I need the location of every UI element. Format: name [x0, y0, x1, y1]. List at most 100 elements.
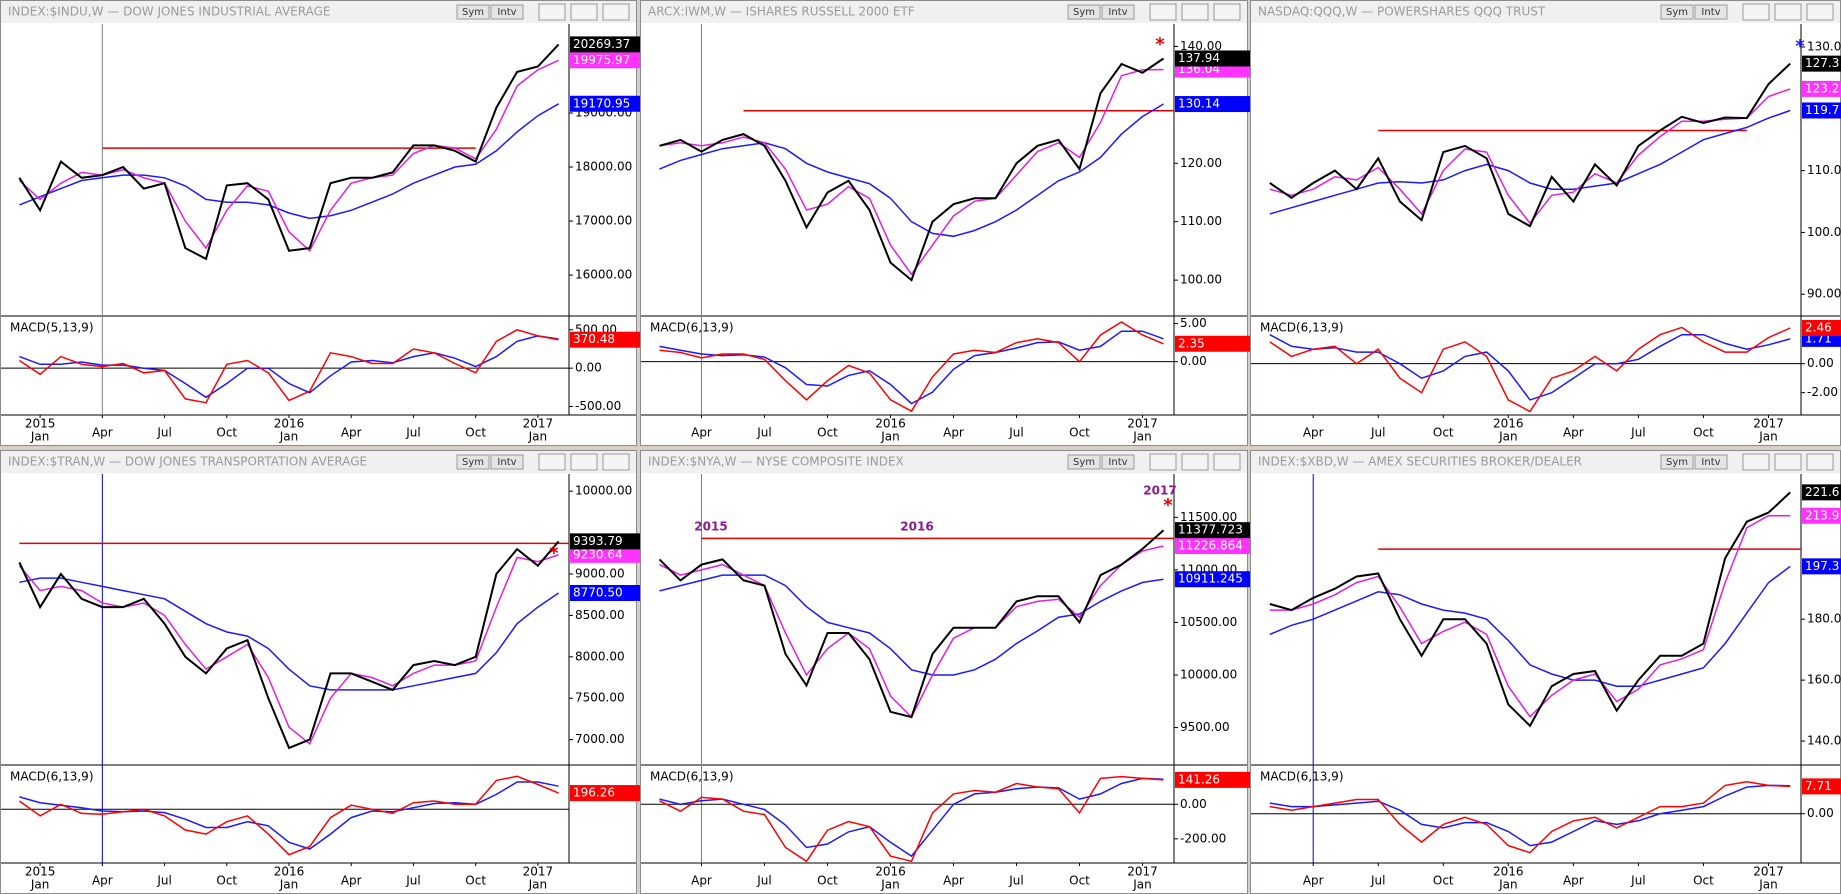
window-min-button[interactable] [538, 3, 566, 21]
y-tick-label: 0.00 [1807, 806, 1834, 820]
last-value-box [570, 546, 648, 563]
y-tick-label: 140.00 [1807, 734, 1841, 748]
series-line [18, 43, 560, 261]
toolbar-button[interactable] [1660, 454, 1694, 470]
window-close-button[interactable] [1213, 453, 1241, 471]
macd-value-box-label: 370.48 [573, 332, 615, 346]
x-tick-label: Apr [92, 874, 113, 888]
window-close-button[interactable] [1806, 453, 1834, 471]
window-close-button[interactable] [602, 3, 630, 21]
macd-value-box-label: 141.26 [1178, 772, 1220, 786]
x-tick-label: Jul [1008, 426, 1023, 440]
x-tick-label: Oct [1069, 426, 1090, 440]
last-value-box-label: 11377.723 [1178, 523, 1243, 537]
last-value-box [1802, 102, 1841, 119]
window-close-button[interactable] [1806, 3, 1834, 21]
window-max-button[interactable] [1774, 453, 1802, 471]
window-max-button[interactable] [1181, 453, 1209, 471]
annotation: * [1163, 495, 1173, 516]
macd-value-box [1175, 771, 1259, 788]
chart-window [0, 450, 637, 894]
toolbar-button[interactable] [1694, 4, 1728, 20]
toolbar-button-label: Intv [1108, 7, 1127, 18]
window-title: INDEX:$TRAN,W — DOW JONES TRANSPORTATION… [8, 455, 367, 469]
toolbar-button-label: Sym [1073, 7, 1095, 18]
series-line [18, 775, 559, 856]
series-line [658, 529, 1165, 719]
toolbar-button[interactable] [456, 454, 490, 470]
window-title: INDEX:$XBD,W — AMEX SECURITIES BROKER/DE… [1258, 455, 1582, 469]
window-min-button[interactable] [1149, 453, 1177, 471]
macd-title: MACD(6,13,9) [10, 770, 94, 784]
x-tick-label: Jan [880, 878, 900, 892]
x-tick-label: Jul [405, 426, 420, 440]
window-min-button[interactable] [1149, 3, 1177, 21]
toolbar-button[interactable] [1101, 4, 1135, 20]
last-value-box-label: 123.2 [1805, 81, 1839, 95]
x-year-label: 2016 [1493, 865, 1524, 879]
window-close-button[interactable] [602, 453, 630, 471]
series-line [18, 554, 559, 745]
series-line [19, 103, 559, 220]
window-max-button[interactable] [1181, 3, 1209, 21]
x-tick-label: Apr [341, 426, 362, 440]
y-tick-label: 9500.00 [1180, 720, 1230, 734]
y-tick-label: 110.00 [1180, 214, 1222, 228]
chart-window [640, 0, 1248, 446]
y-tick-label: 7500.00 [575, 691, 625, 705]
toolbar-button[interactable] [1067, 4, 1101, 20]
series-line [19, 577, 560, 691]
window-min-button[interactable] [538, 453, 566, 471]
macd-value-box [570, 785, 648, 802]
window-min-button[interactable] [1742, 453, 1770, 471]
y-tick-label: 180.00 [1807, 612, 1841, 626]
window-max-button[interactable] [1774, 3, 1802, 21]
last-value-box [1802, 507, 1841, 524]
window-max-button[interactable] [570, 453, 598, 471]
last-value-box-label: 197.3 [1805, 559, 1839, 573]
series-line [659, 321, 1164, 413]
last-value-box-label: 137.94 [1178, 51, 1220, 65]
x-tick-label: Apr [691, 426, 712, 440]
chart-window [640, 450, 1248, 894]
toolbar-button-label: Intv [497, 7, 516, 18]
series-line [1269, 62, 1791, 228]
series-line [659, 777, 1164, 858]
x-tick-label: Jul [156, 426, 171, 440]
x-tick-label: Jan [1498, 430, 1518, 444]
x-year-label: 2017 [523, 417, 554, 431]
series-line [659, 57, 1165, 282]
window-max-button[interactable] [570, 3, 598, 21]
x-tick-label: Jul [756, 874, 771, 888]
toolbar-button[interactable] [1101, 454, 1135, 470]
series-line [1269, 333, 1791, 401]
macd-value-box [1802, 319, 1841, 336]
last-value-box-label: 213.9 [1805, 508, 1839, 522]
series-line [18, 540, 560, 750]
x-tick-label: Jul [1370, 874, 1385, 888]
toolbar-button[interactable] [490, 4, 524, 20]
last-value-box [1175, 571, 1259, 588]
toolbar-button[interactable] [456, 4, 490, 20]
window-title: NASDAQ:QQQ,W — POWERSHARES QQQ TRUST [1258, 5, 1546, 19]
series-line [1269, 781, 1791, 854]
last-value-box [1802, 55, 1841, 72]
last-value-box [570, 584, 648, 601]
macd-title: MACD(6,13,9) [650, 770, 734, 784]
y-tick-label: 11500.00 [1180, 510, 1237, 524]
series-line [1269, 88, 1791, 225]
series-line [1269, 784, 1791, 847]
toolbar-button-label: Intv [497, 457, 516, 468]
last-value-box [1175, 522, 1259, 539]
window-close-button[interactable] [1213, 3, 1241, 21]
toolbar-button[interactable] [1660, 4, 1694, 20]
toolbar-button[interactable] [490, 454, 524, 470]
x-tick-label: Apr [1303, 874, 1324, 888]
toolbar-button[interactable] [1067, 454, 1101, 470]
macd-value-box [1175, 335, 1259, 352]
x-tick-label: Oct [817, 874, 838, 888]
y-tick-label: 5.00 [1180, 316, 1207, 330]
toolbar-button[interactable] [1694, 454, 1728, 470]
window-min-button[interactable] [1742, 3, 1770, 21]
last-value-box-label: 11226.864 [1178, 539, 1243, 553]
